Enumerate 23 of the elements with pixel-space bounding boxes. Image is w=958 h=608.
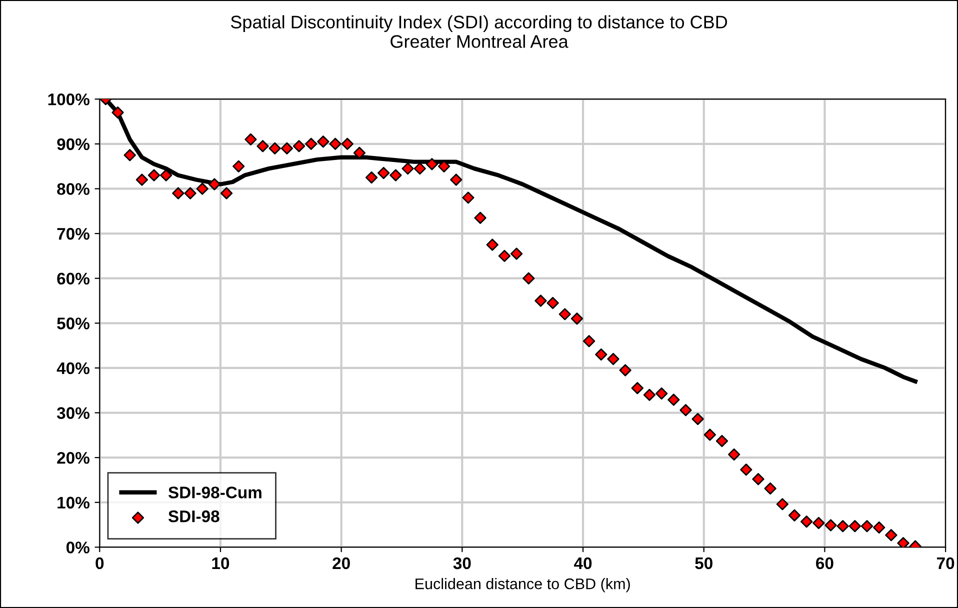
x-tick-label: 10: [212, 557, 230, 570]
x-tick-label: 40: [574, 557, 592, 570]
y-tick-label: 80%: [57, 183, 90, 195]
y-tick-label: 60%: [57, 272, 90, 285]
y-tick-label: 50%: [57, 318, 90, 330]
y-tick-label: 90%: [57, 138, 90, 150]
y-tick-label: 70%: [57, 228, 90, 240]
x-tick-label: 70: [936, 557, 954, 570]
x-tick-label: 60: [816, 557, 834, 570]
x-tick-label: 0: [96, 557, 104, 570]
x-tick-label: 20: [332, 557, 350, 570]
legend-label: SDI-98: [168, 510, 220, 522]
y-tick-label: 10%: [58, 496, 90, 509]
x-tick-label: 50: [695, 557, 712, 570]
y-tick-label: 20%: [57, 452, 90, 464]
y-tick-label: 30%: [56, 407, 90, 419]
x-tick-label: 30: [453, 557, 471, 570]
legend-label: SDI-98-Cum: [168, 486, 262, 498]
y-tick-label: 100%: [48, 94, 90, 106]
x-axis-title: Euclidean distance to CBD (km): [416, 578, 630, 592]
chart-title: Spatial Discontinuity Index (SDI) according to distance to CBD Greater Montreal Area: [230, 15, 728, 48]
y-tick-label: 40%: [56, 362, 90, 374]
y-tick-label: 0%: [66, 542, 90, 554]
